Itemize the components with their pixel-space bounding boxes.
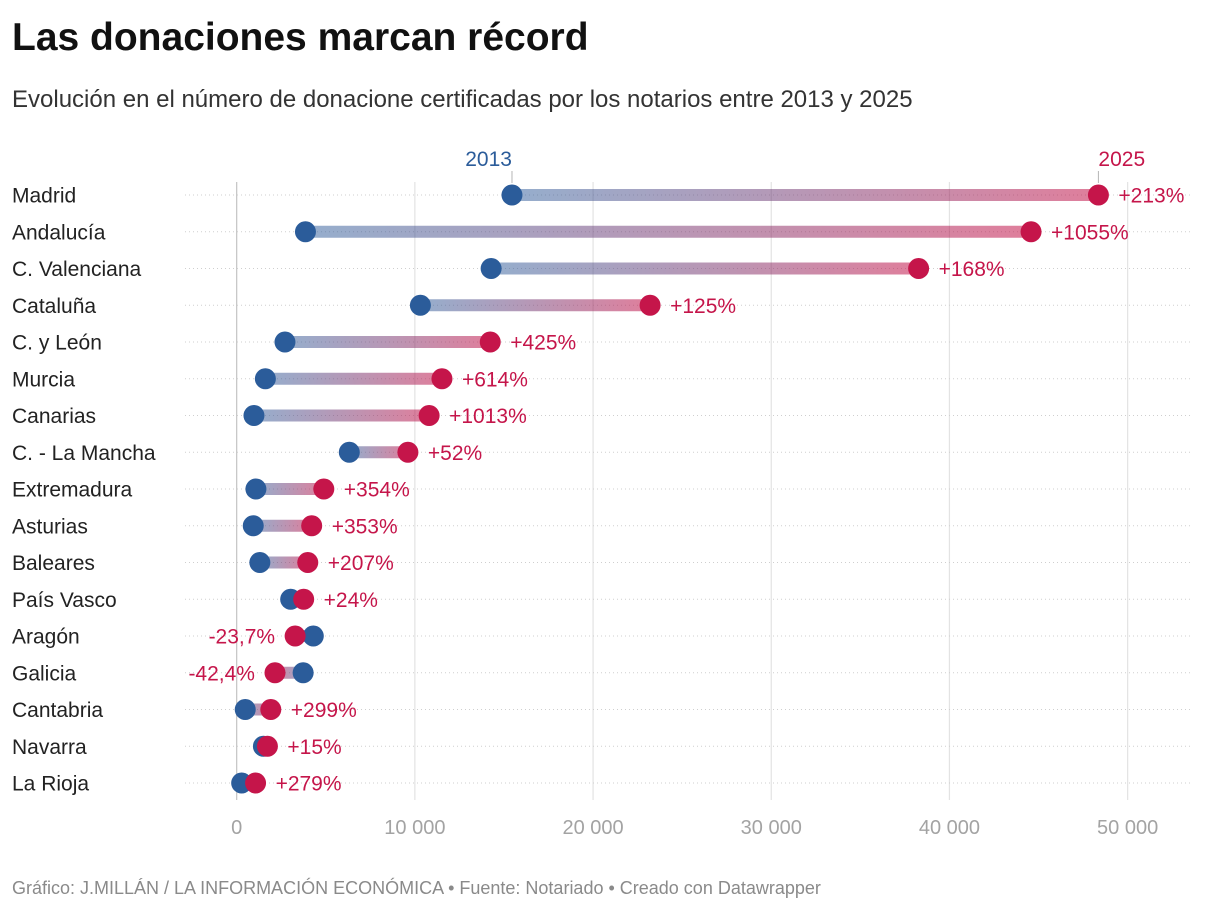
- change-label: +168%: [939, 258, 1005, 281]
- row-label: Madrid: [12, 185, 76, 208]
- footer-credit: Gráfico: J.MILLÁN / LA INFORMACIÓN ECONÓ…: [12, 877, 821, 898]
- change-label: +353%: [332, 515, 398, 538]
- dot-2013: [302, 625, 324, 647]
- x-tick-label: 20 000: [562, 817, 623, 839]
- series-header-2013: 2013: [465, 148, 512, 171]
- dot-2025: [397, 441, 419, 463]
- row-label: C. y León: [12, 332, 102, 355]
- dot-2025: [639, 294, 661, 316]
- dot-2013: [234, 699, 256, 720]
- dot-2013: [338, 441, 360, 463]
- dot-2025: [301, 515, 323, 537]
- row-label: Cataluña: [12, 295, 96, 318]
- change-label: +425%: [510, 332, 576, 355]
- dot-2025: [431, 368, 453, 390]
- dot-2013: [254, 368, 276, 390]
- dot-2013: [501, 184, 523, 206]
- change-label: +207%: [328, 552, 394, 575]
- row-label: Navarra: [12, 736, 87, 759]
- change-label: +614%: [462, 368, 528, 391]
- dot-2025: [908, 258, 930, 279]
- dot-2013: [409, 294, 431, 316]
- x-tick-label: 50 000: [1097, 817, 1158, 839]
- dot-2013: [294, 221, 316, 243]
- dot-2025: [256, 735, 278, 757]
- change-label: -42,4%: [188, 662, 255, 685]
- row-label: País Vasco: [12, 589, 117, 612]
- row-label: Asturias: [12, 515, 88, 538]
- x-tick-label: 30 000: [741, 817, 802, 839]
- row-label: Extremadura: [12, 479, 133, 502]
- x-tick-label: 40 000: [919, 817, 980, 839]
- change-label: +279%: [276, 773, 342, 796]
- change-label: -23,7%: [209, 626, 276, 649]
- row-label: Murcia: [12, 368, 75, 391]
- dot-2025: [260, 699, 282, 720]
- x-axis: 0 10 000 20 000 30 000 40 000 50 000: [231, 817, 1158, 839]
- row-label: Cantabria: [12, 699, 103, 722]
- x-tick-label: 10 000: [384, 817, 445, 839]
- dot-2025: [479, 331, 501, 353]
- dot-2025: [418, 405, 440, 426]
- chart-title: Las donaciones marcan récord: [12, 16, 589, 59]
- row-label: C. - La Mancha: [12, 442, 156, 465]
- row-label: Andalucía: [12, 221, 106, 244]
- dot-2013: [245, 478, 267, 500]
- chart-subtitle: Evolución en el número de donacione cert…: [12, 86, 913, 113]
- row-guides: [185, 194, 1190, 784]
- row-label: Galicia: [12, 662, 77, 685]
- change-label: +354%: [344, 479, 410, 502]
- x-tick-label: 0: [231, 817, 242, 839]
- change-label: +52%: [428, 442, 482, 465]
- series-headers: 2013 2025: [465, 148, 1145, 183]
- dot-2013: [249, 552, 271, 573]
- change-label: +299%: [291, 699, 357, 722]
- dot-2013: [274, 331, 296, 353]
- dot-2013: [242, 515, 264, 537]
- dot-2025: [284, 625, 306, 647]
- dot-2025: [1087, 184, 1109, 206]
- dot-2025: [293, 588, 315, 610]
- series-header-2025: 2025: [1098, 148, 1145, 171]
- row-label: Aragón: [12, 626, 80, 649]
- dot-2013: [480, 258, 502, 279]
- dot-2013: [292, 662, 314, 684]
- dots: [231, 184, 1109, 794]
- change-label: +1013%: [449, 405, 527, 428]
- row-label: Baleares: [12, 552, 95, 575]
- change-label: +213%: [1118, 185, 1184, 208]
- labels: Madrid +213% Andalucía +1055% C. Valenciana +…: [12, 185, 1184, 796]
- gridlines: [236, 182, 1129, 800]
- dot-2025: [1020, 221, 1042, 243]
- change-label: +125%: [670, 295, 736, 318]
- dot-2013: [243, 405, 265, 426]
- row-label: Canarias: [12, 405, 96, 428]
- change-label: +15%: [287, 736, 341, 759]
- change-label: +24%: [324, 589, 378, 612]
- dot-2025: [264, 662, 286, 684]
- dot-2025: [297, 552, 319, 573]
- dot-2025: [245, 772, 267, 794]
- row-label: La Rioja: [12, 773, 89, 796]
- row-label: C. Valenciana: [12, 258, 142, 281]
- dot-2025: [313, 478, 335, 500]
- change-label: +1055%: [1051, 221, 1129, 244]
